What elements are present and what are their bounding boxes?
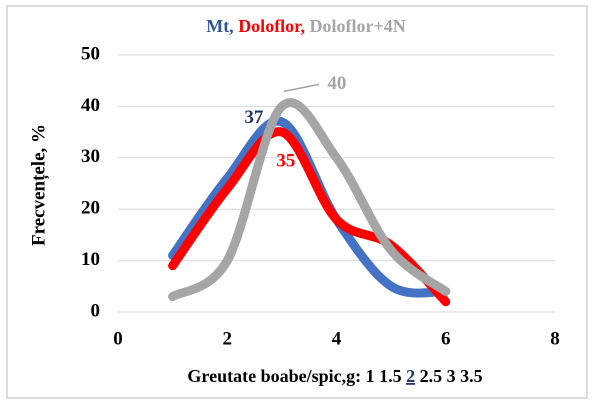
chart-frame [6, 5, 588, 399]
x-tick-label: 2 [223, 328, 233, 349]
data-label: 40 [327, 73, 346, 94]
x-tick-label: 0 [113, 328, 123, 349]
y-tick-label: 40 [81, 95, 100, 116]
data-label: 37 [244, 107, 264, 128]
x-label-part: 2.5 3 3.5 [415, 366, 483, 386]
data-label: 35 [276, 150, 295, 171]
x-axis-label: Greutate boabe/spic,g: 1 1.5 2 2.5 3 3.5 [187, 366, 482, 386]
y-tick-label: 20 [81, 198, 100, 219]
leader-line [283, 83, 320, 93]
y-axis-label: Frecvențele, % [28, 124, 49, 246]
y-tick-label: 50 [81, 43, 100, 64]
y-tick-label: 0 [91, 300, 101, 321]
x-label-part: 2 [406, 366, 415, 386]
title-part: Doloflor, [238, 16, 309, 36]
x-label-part: Greutate boabe/spic,g: 1 1.5 [187, 366, 406, 386]
title-part: Mt, [206, 16, 238, 36]
y-tick-label: 10 [81, 249, 100, 270]
chart-title: Mt, Doloflor, Doloflor+4N [206, 16, 406, 36]
series-line [168, 98, 451, 302]
x-tick-label: 4 [332, 328, 342, 349]
y-tick-label: 30 [81, 146, 100, 167]
x-tick-label: 8 [550, 328, 560, 349]
x-tick-label: 6 [441, 328, 451, 349]
title-part: Doloflor+4N [310, 16, 406, 36]
